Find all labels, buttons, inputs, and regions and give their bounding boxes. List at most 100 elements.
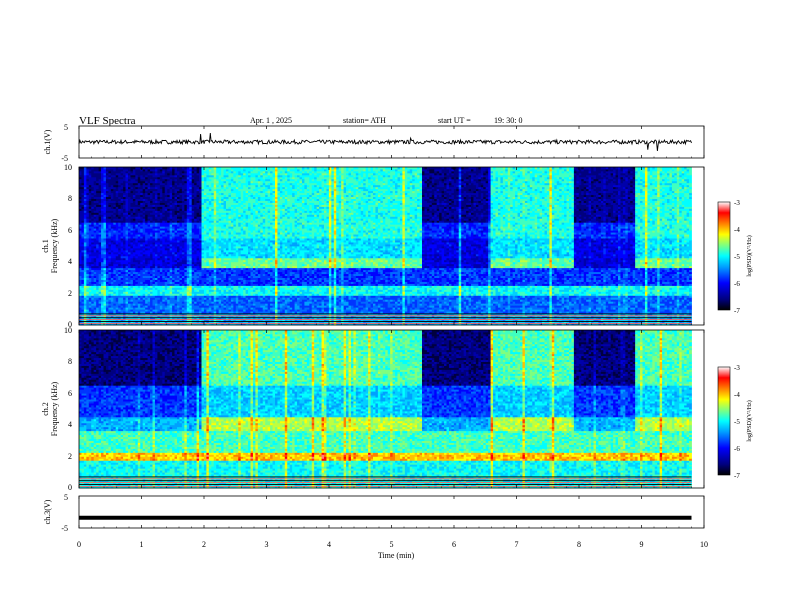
spec1-cell xyxy=(118,276,121,280)
spec1-cell xyxy=(101,222,104,228)
spec1-cell xyxy=(123,181,126,187)
spec1-cell xyxy=(96,286,99,290)
spec1-cell xyxy=(101,183,104,193)
spec1-cell xyxy=(81,252,84,256)
spec1-cell xyxy=(94,218,97,222)
spec1-cell xyxy=(121,242,124,246)
spec1-cell xyxy=(118,242,121,248)
spec1-cell xyxy=(79,286,82,290)
spec1-cell xyxy=(118,173,121,177)
spec1-cell xyxy=(91,208,94,212)
spec1-cell xyxy=(128,193,131,197)
spec1-cell xyxy=(121,248,124,252)
spec1-cell xyxy=(138,250,141,256)
spec1-cell xyxy=(106,179,109,183)
ch1-waveform-ylabel: ch.1(V) xyxy=(43,129,52,154)
spec1-cell xyxy=(84,167,87,175)
spec1-cell xyxy=(96,234,99,240)
spec1-cell xyxy=(118,187,121,193)
spec1-cell xyxy=(79,276,82,280)
spec1-cell xyxy=(128,238,131,244)
spec1-cell xyxy=(81,287,84,291)
spec1-cell xyxy=(113,254,116,258)
spec1-cell xyxy=(135,199,138,205)
spec1-cell xyxy=(89,246,92,250)
spec1-cell xyxy=(138,189,141,195)
spec1-cell xyxy=(135,218,138,222)
ch1-waveform-panel: 5 -5 ch.1(V) xyxy=(43,123,704,163)
spec1-cell xyxy=(104,260,107,264)
spec1-cell xyxy=(108,224,111,228)
spec1-cell xyxy=(86,234,89,238)
date-label: Apr. 1 , 2025 xyxy=(250,116,292,125)
spec1-cell xyxy=(123,226,126,236)
spec1-cell xyxy=(130,303,133,307)
spec1-cell xyxy=(111,258,114,262)
spec1-cell xyxy=(123,201,126,205)
spec1-cell xyxy=(118,289,121,295)
spec1-cell xyxy=(123,169,126,175)
spec1-cell xyxy=(89,256,92,262)
spec1-cell xyxy=(113,167,116,171)
spec1-cell xyxy=(135,250,138,254)
spec1-cell xyxy=(96,207,99,213)
spec1-cell xyxy=(89,268,92,272)
ch1-ytick-bottom: -5 xyxy=(61,154,68,163)
spec1-cell xyxy=(130,264,133,268)
spec1-cell xyxy=(94,262,97,266)
spec1-cell xyxy=(133,207,136,213)
spec1-cell xyxy=(138,212,141,216)
spec1-cell xyxy=(135,289,138,293)
spec1-cell xyxy=(111,203,114,209)
spec1-cell xyxy=(104,254,107,258)
spec1-cell xyxy=(104,207,107,213)
ch1-ytick-top: 5 xyxy=(64,123,68,132)
spec1-cell xyxy=(111,252,114,258)
spec1-cell xyxy=(118,210,121,214)
spec1-cell xyxy=(89,230,92,238)
spec1-cell xyxy=(126,252,129,256)
spec1-cell xyxy=(91,226,94,234)
spec1-cell xyxy=(111,185,114,189)
spec1-cell xyxy=(94,232,97,238)
spec1-cell xyxy=(84,278,87,286)
spec1-cell xyxy=(106,175,109,179)
spec1-cell xyxy=(99,193,102,197)
spec1-cell xyxy=(116,208,119,214)
spec1-cell xyxy=(116,187,119,191)
spec1-cell xyxy=(104,201,107,205)
spec1-cell xyxy=(106,252,109,258)
spec1-cell xyxy=(79,252,82,264)
spec1-cell xyxy=(126,199,129,211)
spec1-cell xyxy=(133,230,136,236)
spec1-cell xyxy=(84,305,87,309)
spec1-cell xyxy=(130,203,133,207)
spec1-cell xyxy=(128,303,131,309)
spec1-cell xyxy=(84,287,87,293)
spec1-cell xyxy=(111,244,114,250)
spec1-cell xyxy=(106,212,109,216)
spec1-cell xyxy=(104,282,107,286)
spec1-cell xyxy=(104,305,107,309)
spec1-cell xyxy=(94,309,97,313)
spec1-cell xyxy=(116,197,119,203)
spec1-cell xyxy=(86,299,89,309)
spec1-cell xyxy=(99,274,102,284)
spec1-cell xyxy=(99,167,102,171)
spec1-cell xyxy=(128,216,131,222)
spec1-cell xyxy=(91,286,94,294)
spec1-cell xyxy=(128,264,131,268)
spec1-cell xyxy=(130,254,133,258)
spec1-cell xyxy=(79,246,82,252)
spec1-cell xyxy=(86,258,89,262)
spec1-cell xyxy=(104,270,107,274)
spec1-cell xyxy=(108,246,111,250)
spec1-cell xyxy=(99,262,102,266)
spec1-cell xyxy=(130,258,133,264)
spec1-cell xyxy=(126,218,129,222)
spec1-cell xyxy=(113,305,116,309)
spec1-cell xyxy=(91,201,94,207)
spec1-cell xyxy=(128,276,131,282)
spec1-cell xyxy=(116,240,119,244)
spec1-cell xyxy=(121,216,124,220)
